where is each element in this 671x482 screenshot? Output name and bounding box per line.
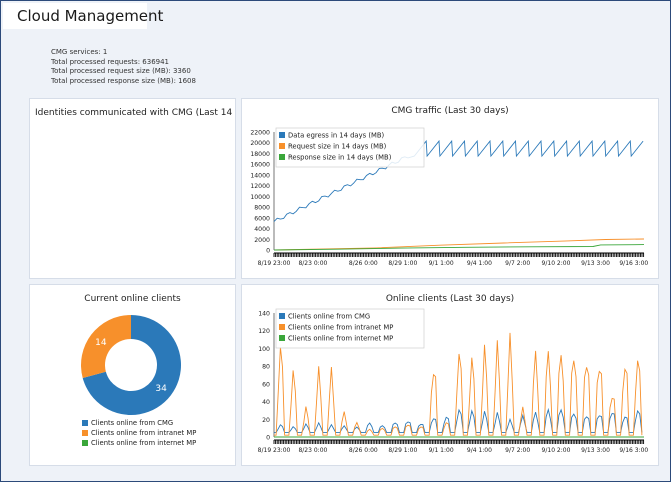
total-requests: Total processed requests: 636941 [51, 57, 170, 66]
traffic-series-line-2 [273, 238, 645, 251]
donut-legend-swatch [82, 440, 88, 446]
online-clients-panel-title: Online clients (Last 30 days) [385, 294, 515, 304]
traffic-x-tick-label: 9/4 1:00 [467, 260, 492, 267]
current-online-donut-chart: 34 14 Clients online from CMG Clients onlin… [81, 315, 196, 447]
identities-panel-title: Identities communicated with CMG (Last 1… [35, 108, 235, 118]
traffic-y-tick-label: 2000 [254, 237, 270, 244]
online-x-tick-label: 8/29 1:00 [388, 447, 417, 454]
online-y-tick-label: 140 [258, 311, 270, 318]
cmg-traffic-chart: 0 2000 4000 6000 8000 10000 12000 14000 16000 180… [250, 127, 648, 267]
online-series-line-2 [274, 332, 643, 436]
summary-stats: CMG services: 1 Total processed requests… [51, 48, 196, 86]
cmg-traffic-panel: CMG traffic (Last 30 days) 0 2000 4000 6000… [241, 98, 659, 279]
traffic-x-minor-ticks [273, 253, 645, 257]
donut-slice [82, 315, 181, 415]
traffic-legend-swatch [279, 143, 285, 149]
traffic-x-tick-label: 9/10 2:00 [542, 260, 571, 267]
donut-slice [81, 315, 131, 378]
traffic-x-tick-label: 9/13 3:00 [581, 260, 610, 267]
traffic-x-tick-label: 8/19 23:00 [258, 260, 291, 267]
traffic-legend-swatch [279, 154, 285, 160]
current-online-panel-title: Current online clients [84, 294, 181, 304]
online-y-tick-label: 60 [262, 381, 270, 388]
current-online-panel: Current online clients 34 14 Clients onlin… [29, 284, 236, 466]
page-title: Cloud Management [17, 7, 164, 25]
online-legend-label: Clients online from CMG [288, 313, 370, 321]
donut-legend-label: Clients online from CMG [91, 419, 173, 427]
total-request-size: Total processed request size (MB): 3360 [51, 67, 191, 76]
online-y-tick-label: 20 [262, 417, 270, 424]
online-clients-chart: 0 20 40 60 80 100 120 140 8/19 23:00 8/23 0:00 8/2… [258, 308, 648, 454]
traffic-y-tick-label: 20000 [250, 140, 270, 147]
online-x-tick-label: 9/1 1:00 [429, 447, 454, 454]
cmg-traffic-panel-title: CMG traffic (Last 30 days) [391, 106, 509, 116]
traffic-y-tick-label: 4000 [254, 226, 270, 233]
traffic-x-tick-label: 9/1 1:00 [429, 260, 454, 267]
traffic-legend-swatch [279, 132, 285, 138]
traffic-y-tick-label: 18000 [250, 151, 270, 158]
donut-legend-label: Clients online from intranet MP [91, 429, 196, 437]
online-y-tick-label: 120 [258, 328, 270, 335]
traffic-y-tick-label: 10000 [250, 194, 270, 201]
online-x-minor-ticks [273, 440, 645, 444]
identities-panel: Identities communicated with CMG (Last 1… [29, 98, 236, 279]
traffic-y-tick-label: 8000 [254, 205, 270, 212]
traffic-y-tick-label: 16000 [250, 162, 270, 169]
traffic-legend-label: Response size in 14 days (MB) [288, 154, 392, 162]
online-legend-label: Clients online from intranet MP [288, 324, 393, 332]
online-x-tick-label: 8/19 23:00 [258, 447, 291, 454]
online-legend-label: Clients online from internet MP [288, 335, 393, 343]
traffic-x-tick-label: 8/23 0:00 [298, 260, 327, 267]
donut-legend-label: Clients online from internet MP [91, 439, 196, 447]
online-series-line-1 [274, 407, 643, 434]
online-y-tick-label: 0 [266, 435, 270, 442]
online-legend-swatch [279, 335, 285, 341]
online-y-tick-label: 80 [262, 364, 270, 371]
online-x-tick-label: 9/4 1:00 [467, 447, 492, 454]
online-legend [275, 308, 425, 349]
online-x-tick-label: 8/23 0:00 [298, 447, 327, 454]
online-clients-panel: Online clients (Last 30 days) 0 20 40 60 80 1… [241, 284, 659, 466]
title-bar: Cloud Management [3, 3, 163, 29]
traffic-y-tick-label: 22000 [250, 130, 270, 137]
traffic-y-tick-label: 0 [266, 248, 270, 255]
online-y-tick-label: 40 [262, 399, 270, 406]
donut-slice-label: 14 [95, 338, 107, 348]
online-x-tick-label: 9/10 2:00 [542, 447, 571, 454]
traffic-legend-label: Request size in 14 days (MB) [288, 143, 387, 151]
traffic-x-tick-label: 9/16 3:00 [619, 260, 648, 267]
cmg-services-count: CMG services: 1 [51, 48, 108, 56]
online-x-tick-label: 9/7 2:00 [505, 447, 530, 454]
traffic-x-tick-label: 9/7 2:00 [505, 260, 530, 267]
traffic-y-tick-label: 14000 [250, 172, 270, 179]
traffic-x-tick-label: 8/29 1:00 [388, 260, 417, 267]
online-legend-swatch [279, 324, 285, 330]
online-y-tick-label: 100 [258, 346, 270, 353]
online-x-tick-label: 9/13 3:00 [581, 447, 610, 454]
online-legend-swatch [279, 313, 285, 319]
traffic-legend [275, 127, 425, 168]
traffic-legend-label: Data egress in 14 days (MB) [288, 132, 385, 140]
traffic-y-tick-label: 6000 [254, 215, 270, 222]
donut-legend-swatch [82, 430, 88, 436]
traffic-series-line-3 [273, 244, 645, 251]
traffic-y-tick-label: 12000 [250, 183, 270, 190]
total-response-size: Total processed response size (MB): 1608 [51, 76, 196, 85]
traffic-x-tick-label: 8/26 0:00 [349, 260, 378, 267]
donut-slice-label: 34 [155, 384, 167, 394]
online-x-tick-label: 8/26 0:00 [349, 447, 378, 454]
donut-legend-swatch [82, 420, 88, 426]
online-x-tick-label: 9/16 3:00 [619, 447, 648, 454]
